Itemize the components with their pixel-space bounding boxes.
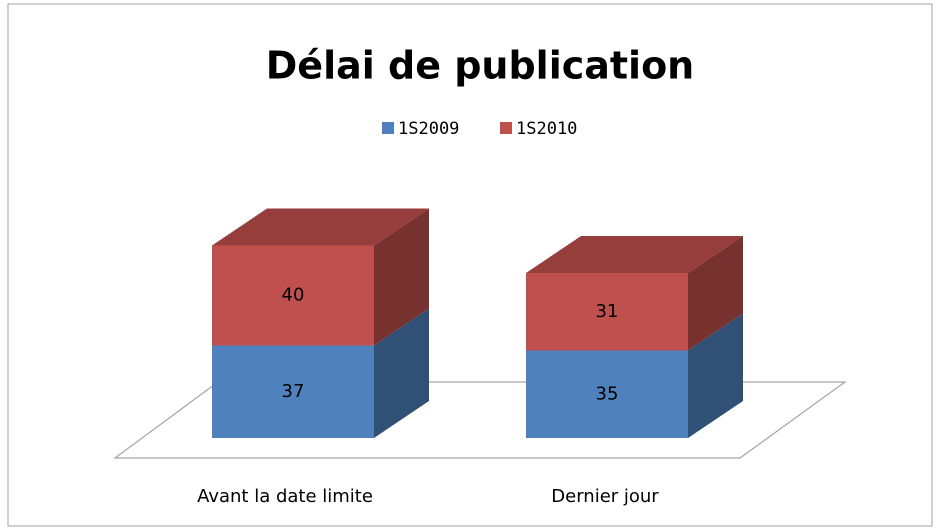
bar-side	[688, 236, 743, 351]
bar-side	[374, 308, 429, 438]
legend-swatch	[382, 122, 394, 134]
legend-label: 1S2009	[398, 119, 459, 139]
data-label: 35	[596, 383, 619, 404]
bar-side	[374, 208, 429, 346]
bar-front	[212, 245, 374, 346]
bar-side	[688, 313, 743, 438]
bar-front	[526, 273, 688, 351]
chart-title: Délai de publication	[266, 44, 694, 88]
bar-front	[526, 350, 688, 438]
x-tick-label: Avant la date limite	[197, 486, 373, 507]
bar-top	[526, 236, 743, 273]
bar-front	[212, 345, 374, 438]
data-label: 31	[596, 301, 619, 322]
x-tick-label: Dernier jour	[551, 486, 659, 507]
legend-label: 1S2010	[516, 119, 577, 139]
bar-top	[212, 208, 429, 246]
legend-swatch	[500, 122, 512, 134]
data-label: 40	[282, 285, 305, 306]
data-label: 37	[282, 381, 305, 402]
